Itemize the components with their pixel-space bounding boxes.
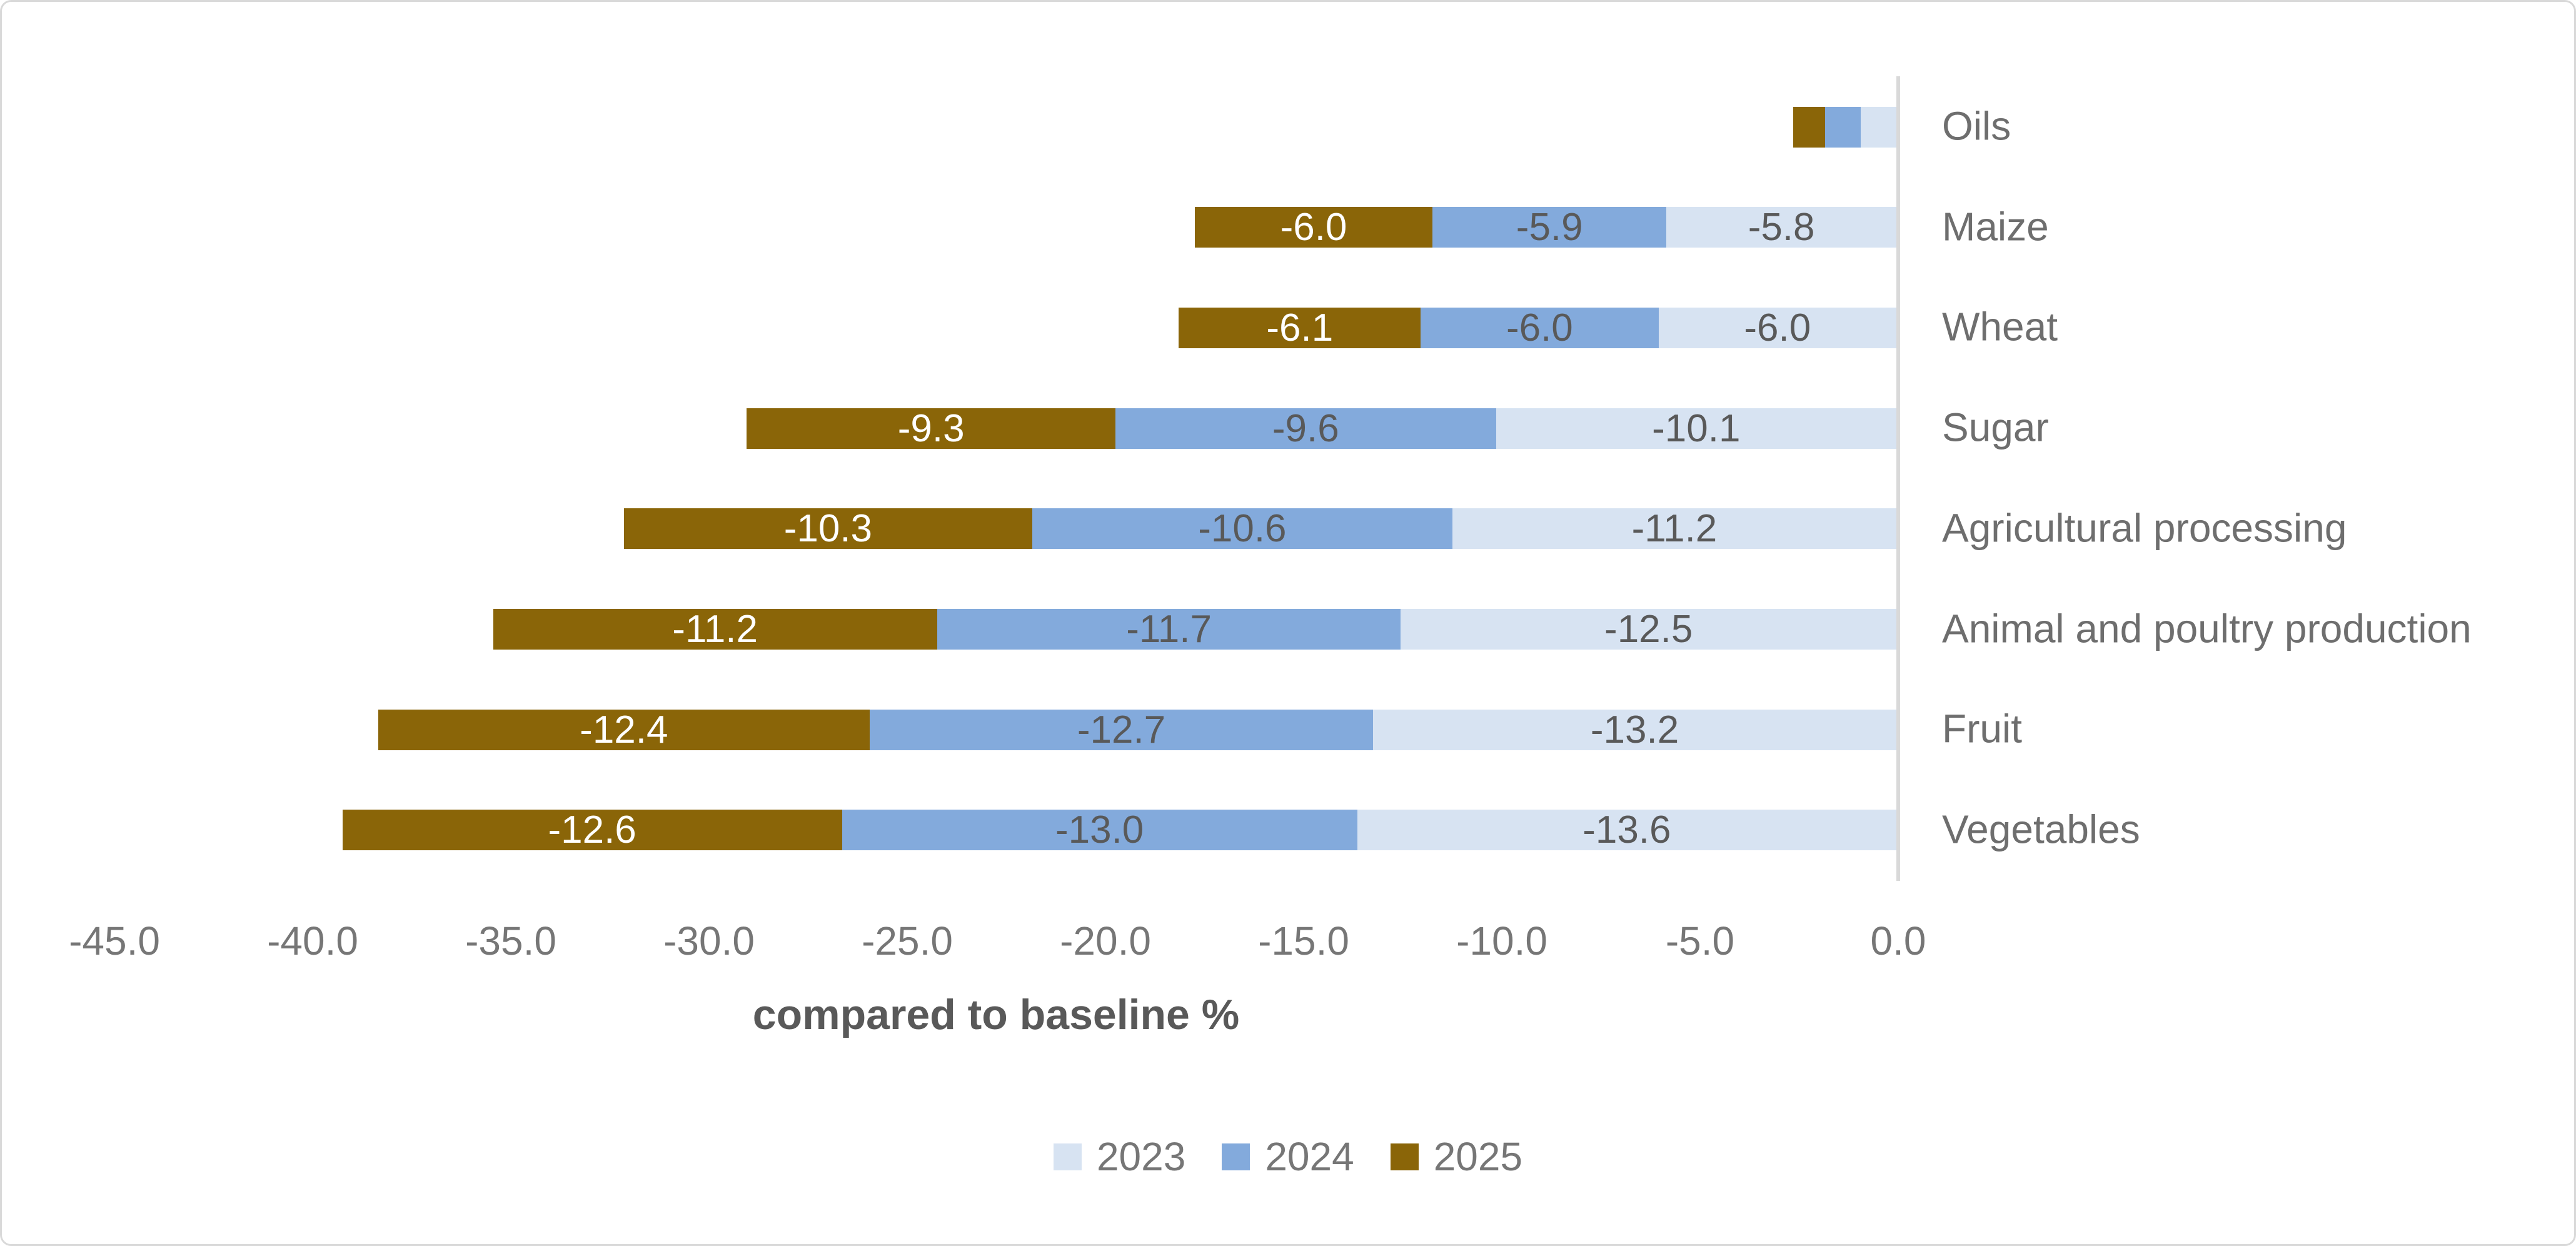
legend-label: 2024 bbox=[1265, 1134, 1354, 1179]
bar-segment-2024: -5.9 bbox=[1432, 206, 1667, 249]
bar-segment-2025: -11.2 bbox=[493, 609, 937, 650]
legend-swatch-2023 bbox=[1053, 1143, 1082, 1170]
bar-segment-2023: -11.2 bbox=[1452, 507, 1896, 551]
category-label: Wheat bbox=[1942, 304, 2058, 349]
data-label: -9.6 bbox=[1272, 406, 1339, 450]
data-label: -10.3 bbox=[783, 507, 873, 551]
data-label: -6.0 bbox=[1744, 306, 1811, 349]
bar-segment-2025: -12.4 bbox=[378, 708, 870, 751]
data-label: -10.1 bbox=[1652, 406, 1741, 450]
x-tick-label: -30.0 bbox=[663, 918, 755, 963]
bar-segment-2024: -6.0 bbox=[1421, 306, 1659, 349]
bar-segment-2023: -13.2 bbox=[1373, 708, 1896, 751]
data-label: -12.7 bbox=[1077, 708, 1166, 751]
data-label: -10.6 bbox=[1198, 507, 1287, 551]
category-label: Agricultural processing bbox=[1942, 505, 2347, 551]
data-label: -13.0 bbox=[1055, 808, 1144, 852]
category-label: Maize bbox=[1942, 204, 2049, 249]
bar-row: -6.1 -6.0 -6.0 bbox=[1179, 306, 1896, 349]
x-tick-label: -35.0 bbox=[465, 918, 556, 963]
data-label: -11.2 bbox=[672, 608, 758, 651]
category-label: Sugar bbox=[1942, 404, 2049, 450]
legend-item-2024: 2024 bbox=[1222, 1137, 1354, 1177]
data-label: -13.6 bbox=[1582, 808, 1671, 852]
bar-row: -12.4 -12.7 -13.2 bbox=[378, 708, 1896, 751]
bar-row: -9.3 -9.6 -10.1 bbox=[747, 408, 1896, 449]
category-label: Animal and poultry production bbox=[1942, 606, 2472, 651]
value-axis-zero-line bbox=[1896, 76, 1900, 881]
bar-segment-2023 bbox=[1860, 106, 1896, 148]
legend-label: 2025 bbox=[1433, 1134, 1523, 1179]
legend-swatch-2025 bbox=[1390, 1143, 1419, 1170]
bar-segment-2024: -12.7 bbox=[869, 708, 1374, 751]
bar-row: -12.6 -13.0 -13.6 bbox=[342, 808, 1896, 852]
legend-swatch-2024 bbox=[1222, 1143, 1250, 1170]
x-axis-title: compared to baseline % bbox=[752, 991, 1240, 1038]
bar-row: -6.0 -5.9 -5.8 bbox=[1194, 206, 1896, 249]
bar-segment-2025 bbox=[1793, 106, 1825, 148]
bar-row bbox=[1793, 106, 1896, 148]
legend: 2023 2024 2025 bbox=[2, 1137, 2574, 1177]
bar-segment-2024 bbox=[1824, 106, 1861, 148]
x-tick-label: -40.0 bbox=[267, 918, 358, 963]
data-label: -6.0 bbox=[1506, 306, 1573, 349]
category-label: Fruit bbox=[1942, 706, 2022, 751]
data-label: -5.8 bbox=[1748, 206, 1815, 249]
bar-segment-2025: -9.3 bbox=[747, 408, 1115, 449]
bar-row: -11.2 -11.7 -12.5 bbox=[493, 609, 1896, 650]
data-label: -6.0 bbox=[1280, 206, 1347, 249]
bar-segment-2023: -6.0 bbox=[1658, 306, 1896, 349]
x-tick-label: -15.0 bbox=[1258, 918, 1349, 963]
bar-segment-2023: -5.8 bbox=[1666, 207, 1896, 248]
legend-item-2023: 2023 bbox=[1053, 1134, 1186, 1179]
x-tick-label: -20.0 bbox=[1060, 918, 1151, 963]
data-label: -12.4 bbox=[580, 708, 668, 751]
x-tick-label: 0.0 bbox=[1870, 918, 1926, 963]
data-label: -5.9 bbox=[1516, 206, 1583, 249]
bar-segment-2024: -10.6 bbox=[1032, 507, 1452, 551]
legend-label: 2023 bbox=[1096, 1134, 1186, 1179]
bar-segment-2024: -9.6 bbox=[1115, 408, 1496, 449]
x-tick-label: -10.0 bbox=[1456, 918, 1547, 963]
category-label: Oils bbox=[1942, 103, 2011, 149]
data-label: -6.1 bbox=[1266, 306, 1334, 349]
x-tick-label: -45.0 bbox=[69, 918, 160, 963]
bar-row: -10.3 -10.6 -11.2 bbox=[623, 507, 1896, 551]
data-label: -9.3 bbox=[897, 406, 965, 450]
bar-segment-2023: -10.1 bbox=[1496, 408, 1896, 449]
data-label: -13.2 bbox=[1590, 708, 1679, 751]
bar-segment-2024: -11.7 bbox=[937, 609, 1401, 650]
x-tick-label: -25.0 bbox=[862, 918, 953, 963]
data-label: -11.2 bbox=[1631, 507, 1718, 551]
data-label: -11.7 bbox=[1126, 608, 1212, 651]
bar-segment-2025: -6.0 bbox=[1194, 206, 1433, 249]
bar-segment-2024: -13.0 bbox=[842, 808, 1357, 852]
bar-segment-2025: -12.6 bbox=[342, 808, 842, 852]
category-label: Vegetables bbox=[1942, 806, 2140, 852]
bar-segment-2023: -12.5 bbox=[1401, 609, 1896, 650]
bar-segment-2023: -13.6 bbox=[1357, 808, 1896, 852]
bar-segment-2025: -6.1 bbox=[1179, 306, 1421, 349]
bar-segment-2025: -10.3 bbox=[623, 507, 1032, 551]
data-label: -12.5 bbox=[1604, 608, 1693, 651]
x-tick-label: -5.0 bbox=[1665, 918, 1735, 963]
legend-item-2025: 2025 bbox=[1390, 1134, 1523, 1179]
data-label: -12.6 bbox=[548, 808, 636, 852]
